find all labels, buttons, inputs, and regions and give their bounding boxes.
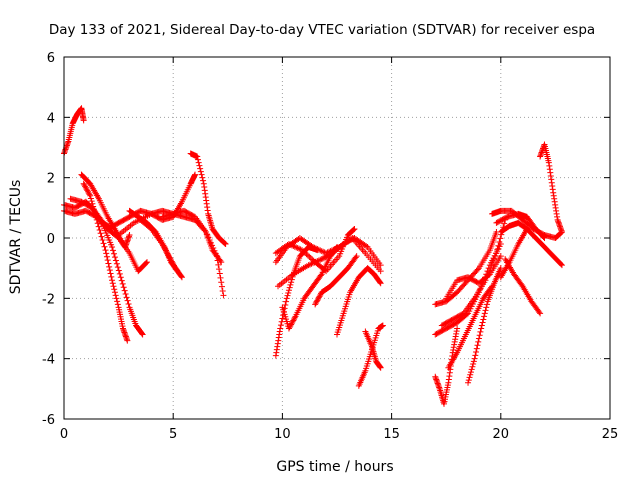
y-tick-label: 6 bbox=[47, 51, 55, 66]
data-point-markers bbox=[497, 219, 565, 269]
data-point-markers bbox=[497, 225, 531, 281]
y-tick-label: -6 bbox=[42, 413, 55, 428]
data-point-markers bbox=[126, 207, 181, 275]
data-series bbox=[465, 265, 504, 386]
data-point-markers bbox=[159, 207, 225, 266]
data-series bbox=[187, 150, 229, 248]
data-point-markers bbox=[445, 283, 496, 371]
data-series bbox=[432, 228, 500, 308]
data-point-markers bbox=[537, 141, 565, 235]
data-point-markers bbox=[334, 265, 384, 338]
data-series bbox=[159, 207, 225, 266]
data-point-markers bbox=[465, 265, 504, 386]
data-point-markers bbox=[443, 253, 504, 302]
x-tick-label: 0 bbox=[60, 427, 68, 442]
y-tick-label: 2 bbox=[47, 172, 55, 187]
x-tick-label: 20 bbox=[493, 427, 510, 442]
data-point-markers bbox=[187, 150, 229, 248]
y-tick-label: -2 bbox=[42, 292, 55, 307]
data-series bbox=[362, 328, 384, 371]
data-series bbox=[493, 210, 548, 241]
data-point-markers bbox=[362, 328, 384, 371]
data-series bbox=[126, 207, 181, 275]
y-tick-label: 4 bbox=[47, 111, 55, 126]
x-tick-label: 5 bbox=[169, 427, 177, 442]
data-series bbox=[497, 219, 565, 269]
data-series bbox=[334, 265, 384, 338]
data-series bbox=[445, 283, 496, 371]
data-point-markers bbox=[432, 228, 500, 308]
y-tick-label: -4 bbox=[42, 353, 55, 368]
y-tick-label: 0 bbox=[47, 232, 55, 247]
axes: 0 5 10 15 20 25 -6 -4 -2 0 2 4 6 bbox=[42, 51, 618, 442]
data-points bbox=[61, 105, 565, 407]
data-point-markers bbox=[312, 253, 360, 308]
x-tick-label: 25 bbox=[602, 427, 619, 442]
data-series bbox=[443, 253, 504, 302]
data-series bbox=[537, 141, 565, 235]
chart-title: Day 133 of 2021, Sidereal Day-to-day VTE… bbox=[49, 22, 595, 38]
data-point-markers bbox=[493, 210, 548, 241]
data-series bbox=[275, 235, 384, 290]
data-series bbox=[312, 253, 360, 308]
data-point-markers bbox=[275, 235, 384, 290]
x-tick-label: 15 bbox=[383, 427, 400, 442]
x-tick-label: 10 bbox=[274, 427, 291, 442]
x-axis-label: GPS time / hours bbox=[276, 459, 393, 475]
data-series bbox=[497, 225, 531, 281]
y-axis-label: SDTVAR / TECUs bbox=[8, 180, 24, 295]
